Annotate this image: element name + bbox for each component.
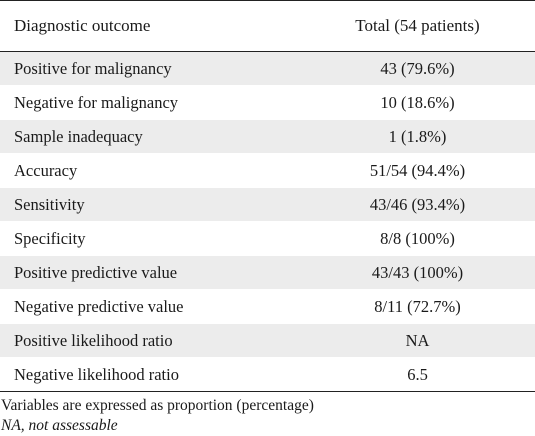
table-row: Positive for malignancy 43 (79.6%) — [0, 51, 535, 86]
total-cell: 43/43 (100%) — [300, 255, 535, 290]
header-row: Diagnostic outcome Total (54 patients) — [0, 0, 535, 52]
diagnostic-outcome-table: Diagnostic outcome Total (54 patients) P… — [0, 0, 535, 392]
total-cell: 51/54 (94.4%) — [300, 153, 535, 188]
table-row: Sample inadequacy 1 (1.8%) — [0, 119, 535, 154]
outcome-cell: Accuracy — [0, 153, 300, 188]
outcome-cell: Positive predictive value — [0, 255, 300, 290]
total-cell: NA — [300, 323, 535, 358]
outcome-cell: Negative likelihood ratio — [0, 357, 300, 392]
table-header: Diagnostic outcome Total (54 patients) — [0, 0, 535, 52]
outcome-cell: Positive for malignancy — [0, 51, 300, 86]
footnote-variables: Variables are expressed as proportion (p… — [1, 397, 314, 414]
total-cell: 43/46 (93.4%) — [300, 187, 535, 222]
total-cell: 43 (79.6%) — [300, 51, 535, 86]
header-total: Total (54 patients) — [300, 0, 535, 52]
outcome-cell: Negative for malignancy — [0, 85, 300, 120]
table-row: Positive likelihood ratio NA — [0, 323, 535, 358]
outcome-cell: Negative predictive value — [0, 289, 300, 324]
table-row: Positive predictive value 43/43 (100%) — [0, 255, 535, 290]
table-row: Negative predictive value 8/11 (72.7%) — [0, 289, 535, 324]
table-footnotes: Variables are expressed as proportion (p… — [0, 392, 535, 436]
total-cell: 6.5 — [300, 357, 535, 392]
total-cell: 10 (18.6%) — [300, 85, 535, 120]
outcome-cell: Sample inadequacy — [0, 119, 300, 154]
outcome-cell: Specificity — [0, 221, 300, 256]
table-row: Accuracy 51/54 (94.4%) — [0, 153, 535, 188]
total-cell: 1 (1.8%) — [300, 119, 535, 154]
table-row: Sensitivity 43/46 (93.4%) — [0, 187, 535, 222]
table-body: Positive for malignancy 43 (79.6%) Negat… — [0, 51, 535, 392]
table-row: Negative likelihood ratio 6.5 — [0, 357, 535, 392]
outcome-cell: Sensitivity — [0, 187, 300, 222]
total-cell: 8/8 (100%) — [300, 221, 535, 256]
outcome-cell: Positive likelihood ratio — [0, 323, 300, 358]
total-cell: 8/11 (72.7%) — [300, 289, 535, 324]
footnote-abbreviation: NA, not assessable — [1, 417, 118, 434]
table-row: Specificity 8/8 (100%) — [0, 221, 535, 256]
header-diagnostic-outcome: Diagnostic outcome — [0, 0, 300, 52]
table-row: Negative for malignancy 10 (18.6%) — [0, 85, 535, 120]
